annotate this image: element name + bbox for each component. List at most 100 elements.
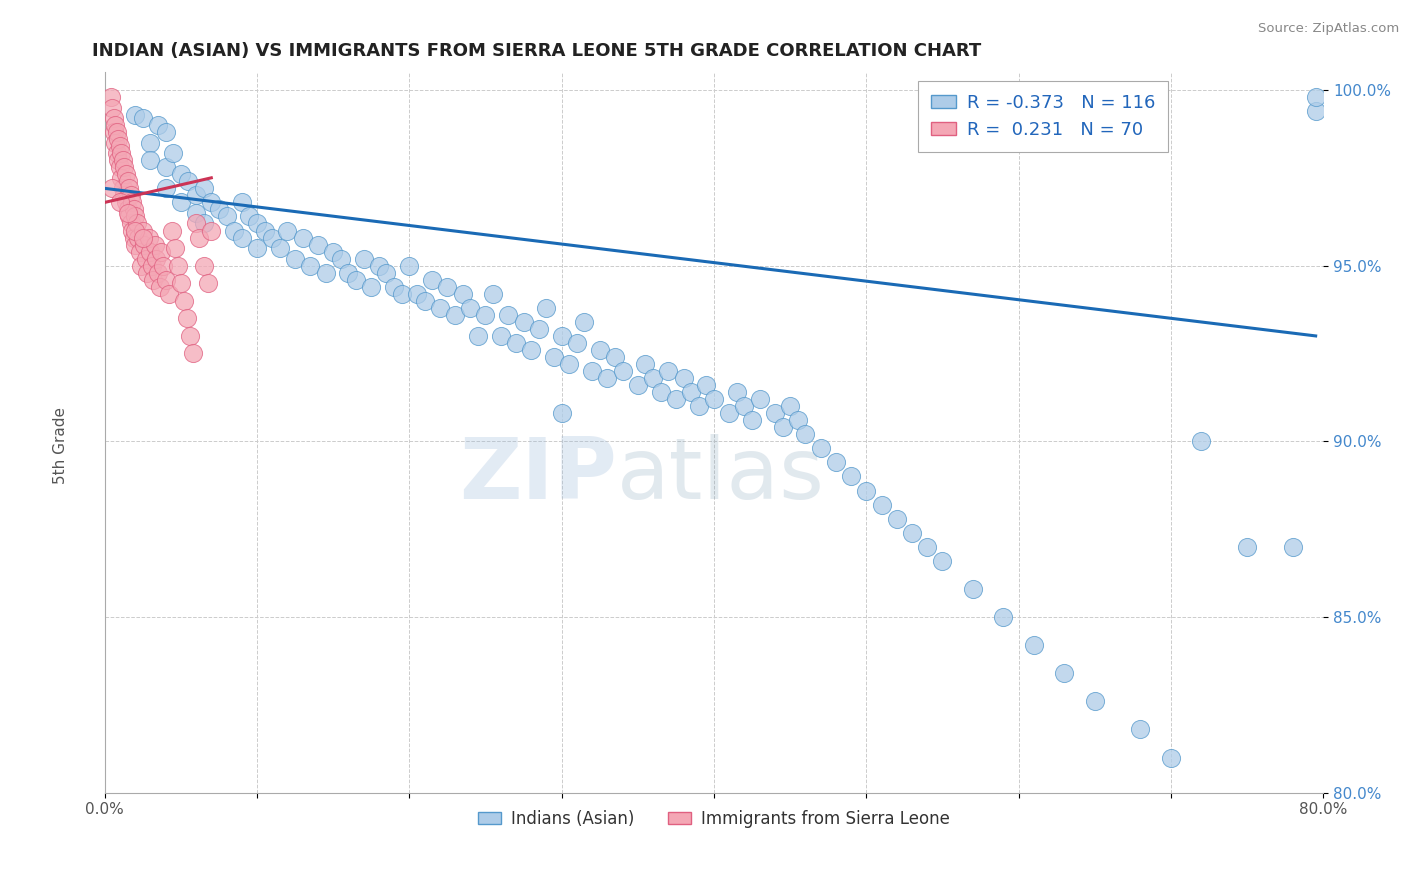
Point [527, 322, 550, 336]
Point [127, 230, 149, 244]
Point [200, 223, 222, 237]
Point [107, 132, 129, 146]
Point [786, 413, 808, 427]
Point [641, 371, 664, 385]
Point [108, 139, 131, 153]
Point [155, 161, 177, 175]
Point [146, 118, 169, 132]
Point [657, 364, 679, 378]
Point [111, 181, 134, 195]
Point [672, 371, 695, 385]
Point [145, 252, 167, 266]
Point [100, 90, 122, 104]
Point [589, 343, 612, 357]
Point [150, 244, 173, 259]
Point [160, 223, 183, 237]
Point [177, 174, 200, 188]
Point [193, 181, 215, 195]
Point [1236, 540, 1258, 554]
Point [124, 210, 146, 224]
Point [612, 364, 634, 378]
Point [179, 329, 201, 343]
Point [444, 308, 467, 322]
Point [135, 252, 157, 266]
Point [181, 346, 204, 360]
Point [1160, 750, 1182, 764]
Point [733, 399, 755, 413]
Point [129, 259, 152, 273]
Point [596, 371, 619, 385]
Point [474, 308, 496, 322]
Point [170, 195, 193, 210]
Point [107, 153, 129, 168]
Point [398, 259, 420, 273]
Point [101, 101, 124, 115]
Point [550, 329, 572, 343]
Point [115, 167, 138, 181]
Point [139, 244, 162, 259]
Point [741, 413, 763, 427]
Point [962, 582, 984, 596]
Point [166, 259, 188, 273]
Point [122, 230, 145, 244]
Text: atlas: atlas [616, 434, 824, 517]
Point [458, 301, 481, 315]
Point [139, 153, 162, 168]
Point [110, 170, 132, 185]
Point [307, 237, 329, 252]
Point [688, 399, 710, 413]
Point [315, 266, 337, 280]
Point [634, 357, 657, 371]
Point [197, 277, 219, 291]
Point [118, 210, 141, 224]
Point [536, 301, 558, 315]
Point [1053, 666, 1076, 681]
Point [772, 420, 794, 434]
Point [208, 202, 231, 217]
Point [170, 277, 193, 291]
Point [132, 111, 155, 125]
Point [104, 118, 127, 132]
Point [1305, 104, 1327, 119]
Point [993, 610, 1015, 624]
Point [120, 217, 142, 231]
Point [550, 406, 572, 420]
Point [931, 554, 953, 568]
Point [748, 392, 770, 406]
Point [121, 195, 143, 210]
Point [520, 343, 543, 357]
Point [915, 540, 938, 554]
Point [157, 286, 180, 301]
Text: ZIP: ZIP [458, 434, 616, 517]
Point [103, 125, 125, 139]
Point [155, 273, 177, 287]
Point [344, 273, 367, 287]
Point [215, 210, 238, 224]
Point [269, 241, 291, 255]
Point [565, 335, 588, 350]
Point [681, 385, 703, 400]
Point [111, 153, 134, 168]
Point [122, 202, 145, 217]
Point [391, 286, 413, 301]
Point [794, 427, 817, 442]
Point [184, 206, 207, 220]
Point [121, 223, 143, 237]
Point [574, 315, 596, 329]
Point [1189, 434, 1212, 449]
Point [193, 259, 215, 273]
Point [870, 498, 893, 512]
Point [143, 237, 166, 252]
Point [581, 364, 603, 378]
Point [886, 511, 908, 525]
Point [188, 230, 211, 244]
Point [353, 252, 375, 266]
Point [142, 273, 165, 287]
Point [246, 217, 269, 231]
Point [603, 350, 626, 364]
Point [108, 161, 131, 175]
Point [162, 146, 184, 161]
Point [125, 217, 148, 231]
Text: 5th Grade: 5th Grade [53, 408, 69, 484]
Point [1305, 90, 1327, 104]
